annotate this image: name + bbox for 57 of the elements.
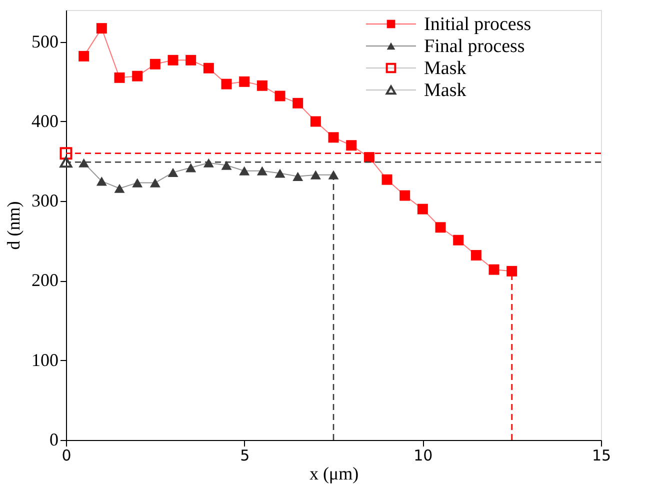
x-tick-label: 5 [240, 446, 250, 464]
point [78, 50, 90, 62]
point [60, 156, 72, 168]
point [78, 158, 90, 168]
point [400, 190, 410, 201]
point [256, 80, 268, 91]
point [470, 250, 482, 261]
point [453, 234, 464, 246]
y-tick-label: 300 [32, 190, 58, 211]
legend-label: Initial process [424, 14, 532, 35]
point [274, 90, 286, 102]
legend-label: Mask [424, 80, 467, 101]
point [256, 166, 268, 176]
y-tick-label: 500 [32, 31, 58, 52]
point [274, 168, 286, 178]
point [221, 78, 232, 90]
y-tick-label: 0 [50, 430, 58, 450]
point [310, 170, 321, 180]
point [203, 158, 214, 168]
point [488, 264, 500, 275]
point [239, 166, 250, 176]
point [239, 76, 250, 87]
point [168, 168, 178, 177]
point [292, 98, 304, 108]
point [292, 172, 304, 181]
point [132, 70, 143, 82]
point [150, 178, 160, 188]
point [346, 140, 357, 151]
x-tick-label: 10 [414, 446, 433, 464]
point [310, 116, 321, 127]
legend-label: Mask [424, 58, 467, 79]
y-tick-label: 400 [32, 110, 58, 131]
point [221, 160, 232, 170]
point [328, 170, 339, 180]
point [114, 72, 125, 83]
point [382, 174, 392, 185]
x-tick-label: 0 [62, 446, 72, 464]
point [328, 132, 339, 143]
x-axis-title: x (μm) [309, 464, 359, 484]
point [417, 204, 428, 214]
point [150, 58, 160, 70]
point [114, 184, 125, 193]
y-tick-label: 100 [32, 350, 58, 370]
legend-label: Final process [424, 36, 525, 57]
x-tick-label: 15 [592, 446, 612, 464]
point [96, 23, 107, 34]
point [96, 176, 107, 186]
point [435, 222, 446, 233]
point [186, 163, 196, 172]
point [168, 54, 178, 66]
point [506, 266, 518, 276]
y-axis-title: d (nm) [4, 201, 24, 250]
point [60, 147, 72, 160]
point [186, 54, 196, 66]
point [203, 62, 214, 74]
point [132, 178, 143, 188]
y-tick-label: 200 [32, 270, 58, 290]
